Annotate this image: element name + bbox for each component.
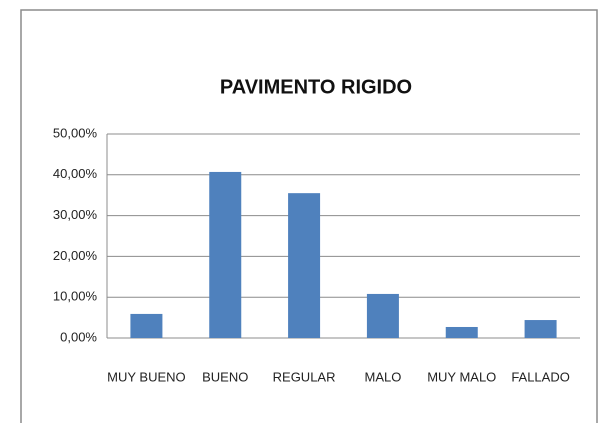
- bar: [209, 171, 242, 338]
- y-tick-label: 10,00%: [53, 289, 98, 304]
- y-tick-label: 20,00%: [53, 248, 98, 263]
- y-tick-label: 40,00%: [53, 166, 98, 181]
- x-tick-label: FALLADO: [511, 369, 570, 384]
- x-tick-label: MUY BUENO: [107, 369, 186, 384]
- x-tick-label: BUENO: [202, 369, 248, 384]
- chart-title: PAVIMENTO RIGIDO: [220, 76, 412, 98]
- x-tick-label: MUY MALO: [427, 369, 496, 384]
- bar: [130, 313, 163, 338]
- bar: [524, 320, 557, 338]
- x-tick-label: REGULAR: [273, 369, 336, 384]
- bar: [366, 293, 399, 338]
- bar: [288, 193, 321, 338]
- x-tick-label: MALO: [364, 369, 401, 384]
- bar: [445, 326, 478, 338]
- y-tick-label: 30,00%: [53, 207, 98, 222]
- y-tick-label: 50,00%: [53, 125, 98, 140]
- y-tick-label: 0,00%: [60, 329, 97, 344]
